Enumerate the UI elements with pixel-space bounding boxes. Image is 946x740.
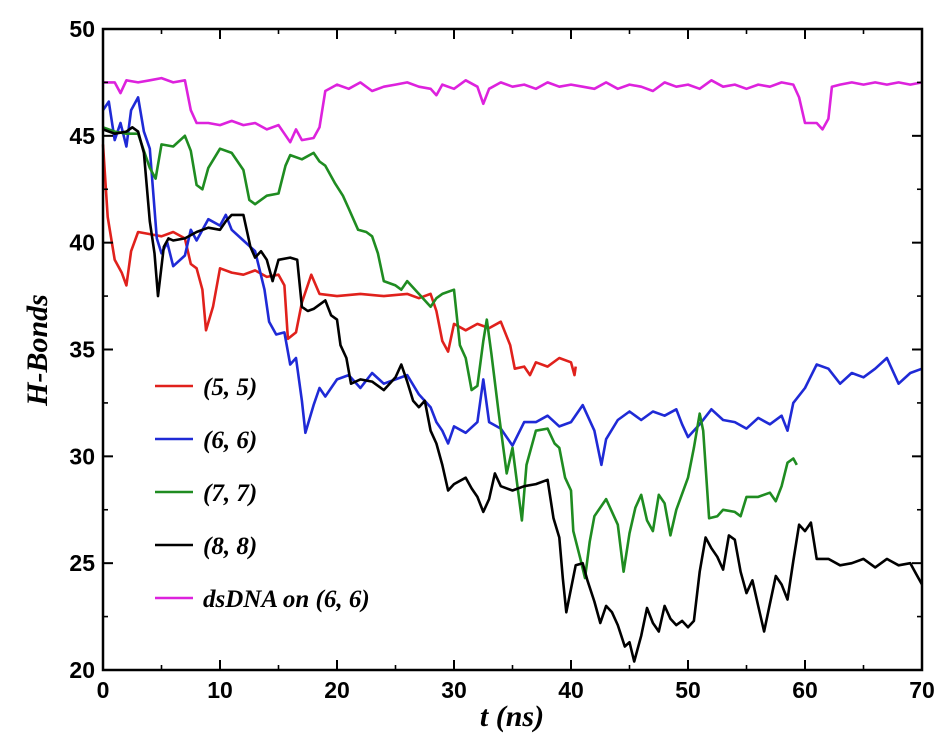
series-line-3: [102, 126, 798, 580]
y-tick-label: 45: [69, 123, 95, 149]
x-tick-label: 0: [97, 677, 110, 703]
x-tick-label: 30: [441, 677, 467, 703]
series-line-4: [102, 126, 924, 663]
y-tick-label: 30: [69, 443, 95, 469]
legend-label-5: dsDNA on (6, 6): [203, 586, 370, 613]
x-tick-label: 60: [792, 677, 818, 703]
legend-label-2: (6, 6): [203, 427, 257, 454]
x-tick-label: 70: [909, 677, 935, 703]
legend-label-3: (7, 7): [203, 480, 257, 507]
x-tick-label: 40: [558, 677, 584, 703]
x-tick-label: 10: [207, 677, 233, 703]
x-axis-title: t (ns): [480, 700, 544, 733]
y-tick-label: 25: [69, 550, 95, 576]
y-tick-label: 50: [69, 16, 95, 42]
plot-frame: [101, 27, 924, 672]
legend: (5, 5) (6, 6) (7, 7) (8, 8) dsDNA on (6, 6): [155, 374, 370, 613]
series-lines: [101, 76, 924, 663]
x-tick-label: 50: [675, 677, 701, 703]
axis-ticks: 0 10 20 30 40 50 60 70 20 25 30 35 40 45 50: [69, 16, 934, 703]
series-line-1: [101, 144, 577, 377]
y-tick-label: 20: [69, 657, 95, 683]
y-axis-title: H-Bonds: [21, 294, 54, 407]
series-line-5: [103, 76, 923, 144]
x-tick-label: 20: [324, 677, 350, 703]
series-line-2: [101, 96, 923, 467]
legend-label-1: (5, 5): [203, 374, 257, 401]
legend-label-4: (8, 8): [203, 533, 257, 560]
y-tick-label: 40: [69, 230, 95, 256]
y-tick-label: 35: [69, 337, 95, 363]
